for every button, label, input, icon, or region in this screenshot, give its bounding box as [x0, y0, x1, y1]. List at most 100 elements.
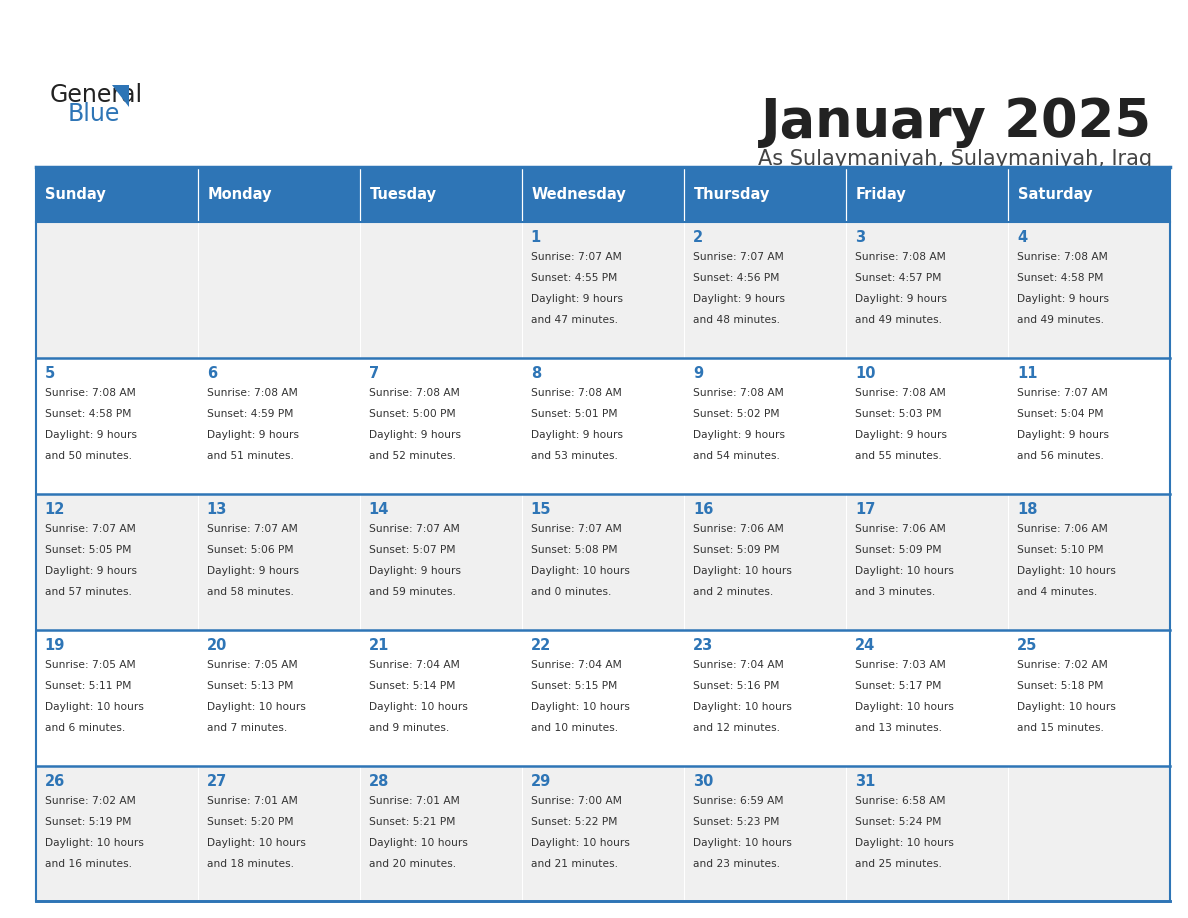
Text: 21: 21 — [368, 638, 390, 653]
Bar — [846, 494, 1009, 630]
Text: Sunrise: 7:08 AM: Sunrise: 7:08 AM — [207, 388, 297, 397]
Text: Sunset: 4:58 PM: Sunset: 4:58 PM — [1017, 274, 1104, 283]
Text: Daylight: 9 hours: Daylight: 9 hours — [45, 565, 137, 576]
Text: 26: 26 — [45, 774, 65, 789]
Text: Sunset: 5:09 PM: Sunset: 5:09 PM — [855, 544, 941, 554]
Text: Daylight: 10 hours: Daylight: 10 hours — [531, 701, 630, 711]
Text: 12: 12 — [45, 502, 65, 517]
Text: and 59 minutes.: and 59 minutes. — [368, 587, 455, 597]
Bar — [846, 766, 1009, 901]
Text: and 49 minutes.: and 49 minutes. — [855, 315, 942, 325]
Bar — [522, 494, 684, 630]
Text: 2: 2 — [693, 230, 703, 245]
Text: Saturday: Saturday — [1018, 187, 1092, 202]
Text: 7: 7 — [368, 366, 379, 381]
Text: Sunrise: 7:02 AM: Sunrise: 7:02 AM — [1017, 660, 1107, 669]
Bar — [1009, 766, 1170, 901]
Text: and 53 minutes.: and 53 minutes. — [531, 451, 618, 461]
Text: Sunrise: 7:06 AM: Sunrise: 7:06 AM — [855, 524, 946, 533]
Text: Sunset: 5:18 PM: Sunset: 5:18 PM — [1017, 681, 1104, 690]
Text: Sunset: 4:57 PM: Sunset: 4:57 PM — [855, 274, 941, 283]
Text: Sunset: 5:03 PM: Sunset: 5:03 PM — [855, 409, 941, 419]
Text: Sunset: 5:08 PM: Sunset: 5:08 PM — [531, 544, 618, 554]
Text: and 3 minutes.: and 3 minutes. — [855, 587, 935, 597]
Text: 29: 29 — [531, 774, 551, 789]
Text: Sunset: 5:00 PM: Sunset: 5:00 PM — [368, 409, 455, 419]
Text: and 51 minutes.: and 51 minutes. — [207, 451, 293, 461]
Text: January 2025: January 2025 — [762, 96, 1152, 149]
Bar — [1009, 358, 1170, 494]
Text: Thursday: Thursday — [694, 187, 770, 202]
Text: Daylight: 10 hours: Daylight: 10 hours — [855, 837, 954, 847]
Bar — [684, 222, 846, 358]
Text: Sunrise: 7:04 AM: Sunrise: 7:04 AM — [693, 660, 784, 669]
Bar — [36, 358, 197, 494]
Text: and 52 minutes.: and 52 minutes. — [368, 451, 455, 461]
Text: Monday: Monday — [208, 187, 272, 202]
Text: Sunrise: 7:07 AM: Sunrise: 7:07 AM — [531, 524, 621, 533]
Text: Tuesday: Tuesday — [369, 187, 436, 202]
Text: and 56 minutes.: and 56 minutes. — [1017, 451, 1104, 461]
Bar — [522, 766, 684, 901]
Text: Sunrise: 7:00 AM: Sunrise: 7:00 AM — [531, 796, 621, 805]
Text: Sunrise: 7:04 AM: Sunrise: 7:04 AM — [368, 660, 460, 669]
Text: and 15 minutes.: and 15 minutes. — [1017, 722, 1104, 733]
Text: 9: 9 — [693, 366, 703, 381]
Bar — [522, 358, 684, 494]
Text: Sunrise: 7:08 AM: Sunrise: 7:08 AM — [45, 388, 135, 397]
Polygon shape — [112, 84, 128, 106]
Text: Sunrise: 7:05 AM: Sunrise: 7:05 AM — [207, 660, 297, 669]
Text: Sunrise: 7:08 AM: Sunrise: 7:08 AM — [1017, 252, 1107, 262]
Text: 18: 18 — [1017, 502, 1037, 517]
Text: 28: 28 — [368, 774, 390, 789]
Text: and 7 minutes.: and 7 minutes. — [207, 722, 286, 733]
Text: and 48 minutes.: and 48 minutes. — [693, 315, 779, 325]
Text: 27: 27 — [207, 774, 227, 789]
Text: and 57 minutes.: and 57 minutes. — [45, 587, 132, 597]
Bar — [360, 494, 522, 630]
Bar — [684, 167, 846, 222]
Text: Sunrise: 7:01 AM: Sunrise: 7:01 AM — [368, 796, 460, 805]
Text: and 55 minutes.: and 55 minutes. — [855, 451, 942, 461]
Bar — [36, 167, 197, 222]
Text: and 18 minutes.: and 18 minutes. — [207, 858, 293, 868]
Text: and 16 minutes.: and 16 minutes. — [45, 858, 132, 868]
Bar — [846, 630, 1009, 766]
Text: Sunset: 4:59 PM: Sunset: 4:59 PM — [207, 409, 293, 419]
Text: Daylight: 10 hours: Daylight: 10 hours — [207, 701, 305, 711]
Bar — [197, 766, 360, 901]
Text: 8: 8 — [531, 366, 541, 381]
Text: Sunset: 5:06 PM: Sunset: 5:06 PM — [207, 544, 293, 554]
Text: Sunrise: 7:07 AM: Sunrise: 7:07 AM — [531, 252, 621, 262]
Text: and 54 minutes.: and 54 minutes. — [693, 451, 779, 461]
Text: Sunset: 5:05 PM: Sunset: 5:05 PM — [45, 544, 131, 554]
Text: Sunrise: 7:01 AM: Sunrise: 7:01 AM — [207, 796, 297, 805]
Text: 30: 30 — [693, 774, 713, 789]
Text: Daylight: 10 hours: Daylight: 10 hours — [693, 565, 791, 576]
Text: Sunrise: 7:08 AM: Sunrise: 7:08 AM — [855, 388, 946, 397]
Text: 22: 22 — [531, 638, 551, 653]
Text: and 13 minutes.: and 13 minutes. — [855, 722, 942, 733]
Text: Sunrise: 7:02 AM: Sunrise: 7:02 AM — [45, 796, 135, 805]
Text: Daylight: 9 hours: Daylight: 9 hours — [45, 430, 137, 440]
Text: Sunset: 5:23 PM: Sunset: 5:23 PM — [693, 817, 779, 826]
Text: Sunrise: 7:04 AM: Sunrise: 7:04 AM — [531, 660, 621, 669]
Text: Daylight: 9 hours: Daylight: 9 hours — [693, 430, 785, 440]
Text: 23: 23 — [693, 638, 713, 653]
Text: and 0 minutes.: and 0 minutes. — [531, 587, 611, 597]
Text: Sunset: 5:15 PM: Sunset: 5:15 PM — [531, 681, 617, 690]
Text: Daylight: 10 hours: Daylight: 10 hours — [1017, 701, 1116, 711]
Text: Sunrise: 7:07 AM: Sunrise: 7:07 AM — [368, 524, 460, 533]
Text: and 4 minutes.: and 4 minutes. — [1017, 587, 1098, 597]
Text: Daylight: 10 hours: Daylight: 10 hours — [368, 837, 468, 847]
Text: Sunset: 5:22 PM: Sunset: 5:22 PM — [531, 817, 617, 826]
Text: Sunset: 5:10 PM: Sunset: 5:10 PM — [1017, 544, 1104, 554]
Text: Sunset: 5:09 PM: Sunset: 5:09 PM — [693, 544, 779, 554]
Text: Daylight: 9 hours: Daylight: 9 hours — [693, 294, 785, 304]
Text: Sunrise: 7:08 AM: Sunrise: 7:08 AM — [693, 388, 784, 397]
Bar — [36, 630, 197, 766]
Bar — [197, 630, 360, 766]
Text: Daylight: 9 hours: Daylight: 9 hours — [531, 294, 623, 304]
Text: Daylight: 9 hours: Daylight: 9 hours — [531, 430, 623, 440]
Text: Sunset: 4:55 PM: Sunset: 4:55 PM — [531, 274, 617, 283]
